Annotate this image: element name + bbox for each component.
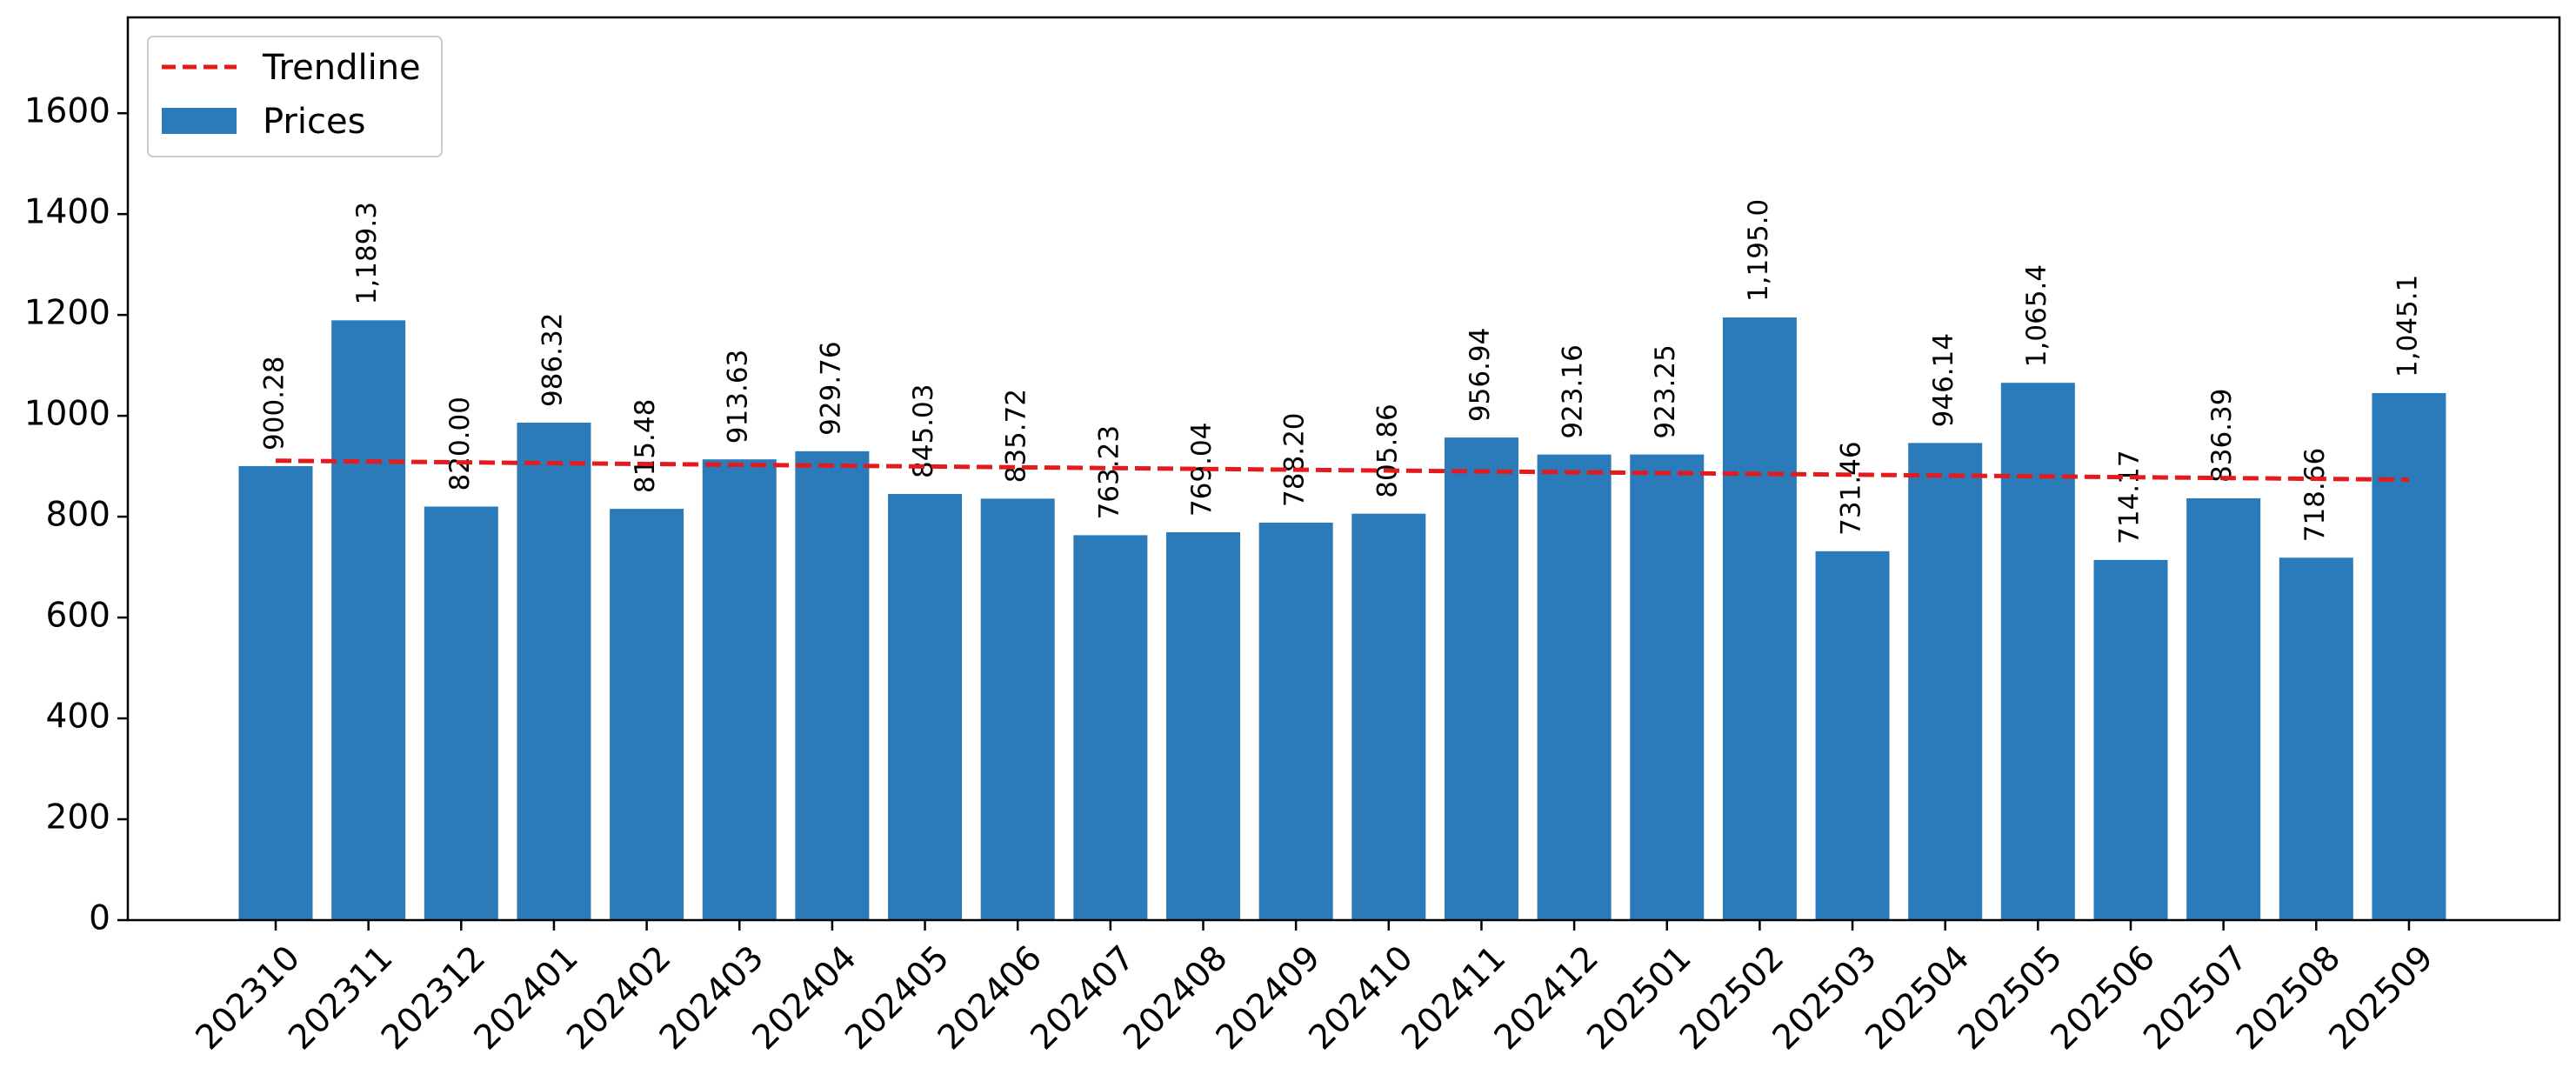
- y-tick-label-1000: 1000: [24, 395, 110, 434]
- y-tick-label-0: 0: [89, 899, 110, 938]
- bar-202412: [1537, 454, 1612, 920]
- data-label-202402: 815.48: [630, 399, 661, 493]
- data-label-202410: 805.86: [1371, 404, 1403, 497]
- data-label-202404: 929.76: [815, 341, 846, 435]
- trendline: [275, 458, 2409, 483]
- data-label-202407: 763.23: [1093, 425, 1124, 519]
- data-label-202405: 845.03: [908, 384, 939, 477]
- y-tick-label-200: 200: [46, 798, 110, 837]
- bar-202408: [1166, 532, 1240, 920]
- data-label-202507: 836.39: [2206, 389, 2238, 483]
- bar-series-prices: [238, 317, 2446, 921]
- y-tick-label-1200: 1200: [24, 294, 110, 333]
- bar-202402: [610, 509, 684, 920]
- data-label-202501: 923.25: [1650, 344, 1681, 438]
- bar-202501: [1630, 454, 1705, 920]
- bar-202311: [331, 320, 406, 921]
- data-label-202504: 946.14: [1928, 333, 1959, 427]
- legend-prices-swatch: [162, 108, 237, 134]
- x-axis: 2023102023112023122024012024022024032024…: [189, 920, 2441, 1058]
- data-label-202503: 731.46: [1836, 441, 1867, 535]
- bar-202507: [2186, 497, 2261, 920]
- data-label-202403: 913.63: [723, 350, 754, 444]
- bar-202411: [1444, 437, 1518, 920]
- legend-label-trendline: Trendline: [262, 48, 421, 88]
- plot-frame: [126, 16, 2561, 922]
- y-tick-label-1400: 1400: [24, 193, 110, 232]
- data-label-202401: 986.32: [537, 313, 568, 407]
- data-label-202508: 718.66: [2299, 448, 2331, 542]
- bar-202508: [2279, 557, 2353, 920]
- legend: Trendline Prices: [147, 36, 443, 157]
- bar-202503: [1815, 551, 1890, 920]
- data-label-202411: 956.94: [1465, 328, 1496, 422]
- y-tick-label-800: 800: [46, 496, 110, 535]
- data-label-202311: 1,189.3: [351, 202, 383, 304]
- bar-202401: [517, 423, 591, 920]
- trendline-series: [275, 458, 2409, 483]
- data-label-202506: 714.17: [2114, 450, 2146, 544]
- bar-202407: [1073, 535, 1148, 920]
- legend-label-prices: Prices: [263, 102, 365, 142]
- y-axis: 0 200 400 600 800 1000 1200 1400 1600: [24, 92, 128, 938]
- data-label-202509: 1,045.1: [2392, 275, 2423, 377]
- y-tick-label-600: 600: [46, 597, 110, 636]
- bar-202404: [795, 450, 870, 920]
- bar-202509: [2372, 392, 2446, 921]
- data-label-202505: 1,065.4: [2021, 264, 2052, 367]
- bar-202504: [1908, 443, 1983, 921]
- bar-202505: [2000, 383, 2075, 921]
- bar-202405: [888, 493, 963, 920]
- bar-202406: [980, 498, 1055, 920]
- data-label-202310: 900.28: [259, 356, 290, 450]
- data-label-202502: 1,195.0: [1743, 199, 1774, 302]
- y-tick-label-1600: 1600: [24, 92, 110, 131]
- data-label-202412: 923.16: [1558, 344, 1589, 438]
- bar-202403: [702, 459, 777, 920]
- data-label-202312: 820.00: [444, 397, 476, 490]
- bar-202506: [2093, 559, 2168, 920]
- x-tick-label-202509: 202509: [2322, 938, 2441, 1058]
- bar-202502: [1722, 317, 1797, 920]
- bar-202312: [424, 506, 498, 920]
- data-label-202409: 788.20: [1279, 412, 1311, 506]
- bar-202410: [1351, 513, 1426, 920]
- y-tick-label-400: 400: [46, 697, 110, 737]
- bar-202409: [1258, 522, 1333, 920]
- data-labels: 900.28 1,189.3 820.00 986.32 815.48 913.63 929…: [259, 199, 2424, 544]
- bar-202310: [238, 465, 313, 920]
